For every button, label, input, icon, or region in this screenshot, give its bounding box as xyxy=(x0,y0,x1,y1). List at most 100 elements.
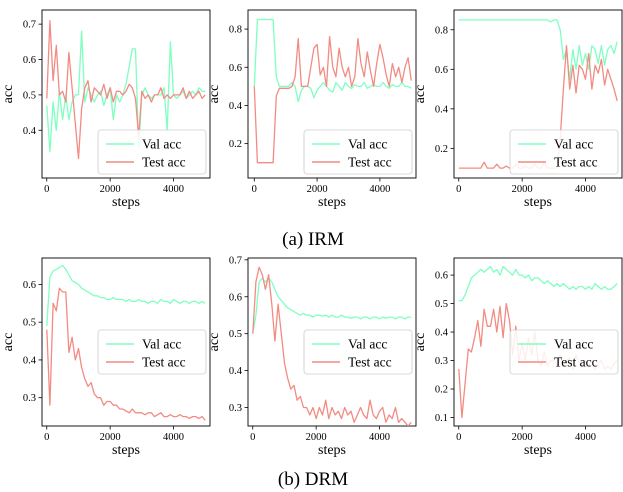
legend: Val acc Test acc xyxy=(97,329,207,375)
legend-entry: Test acc xyxy=(554,155,598,170)
legend-entry: Val acc xyxy=(554,137,593,152)
x-tick-label: 2000 xyxy=(512,432,533,443)
chart-panel-4: 0 2000 4000 0.3 0.4 0.5 0.6 steps acc Val acc Test… xyxy=(1,257,211,458)
y-tick-label: 0.4 xyxy=(229,101,243,112)
series-line-test-acc xyxy=(46,19,206,160)
legend-entry: Val acc xyxy=(348,137,387,152)
x-tick-label: 0 xyxy=(456,432,461,443)
y-tick-label: 0.5 xyxy=(435,299,448,310)
caption-irm: (a) IRM xyxy=(282,229,344,250)
legend-entry: Val acc xyxy=(348,337,387,352)
y-tick-label: 0.6 xyxy=(23,280,36,291)
chart-panel-6: 0 2000 4000 0.1 0.2 0.3 0.4 0.5 0.6 steps acc Val a… xyxy=(413,257,623,458)
y-axis-label: acc xyxy=(207,333,222,352)
legend: Val acc Test acc xyxy=(303,329,413,375)
y-tick-label: 0.3 xyxy=(435,356,448,367)
x-tick-label: 4000 xyxy=(163,184,184,195)
legend-entry: Test acc xyxy=(142,355,186,370)
series-line-val-acc xyxy=(46,264,206,327)
x-tick-label: 0 xyxy=(44,432,49,443)
y-tick-label: 0.4 xyxy=(229,366,243,377)
x-tick-label: 0 xyxy=(250,432,255,443)
y-tick-label: 0.2 xyxy=(229,139,242,150)
series-line-val-acc xyxy=(252,277,412,334)
y-tick-label: 0.4 xyxy=(435,104,449,115)
y-tick-label: 0.3 xyxy=(23,393,36,404)
y-tick-label: 0.8 xyxy=(435,25,448,36)
x-tick-label: 2000 xyxy=(307,184,328,195)
y-tick-label: 0.6 xyxy=(435,271,448,282)
legend-box xyxy=(303,329,413,375)
legend-box xyxy=(303,129,413,175)
y-tick-label: 0.7 xyxy=(23,20,36,31)
legend-entry: Test acc xyxy=(348,355,392,370)
x-tick-label: 2000 xyxy=(306,432,327,443)
y-axis-label: acc xyxy=(207,85,222,104)
y-axis-label: acc xyxy=(413,85,428,104)
series-line-val-acc xyxy=(458,19,618,80)
legend-entry: Test acc xyxy=(348,155,392,170)
legend-entry: Test acc xyxy=(554,355,598,370)
y-tick-label: 0.7 xyxy=(229,255,242,266)
x-tick-label: 2000 xyxy=(512,184,533,195)
legend: Val acc Test acc xyxy=(509,129,619,175)
series-line-val-acc xyxy=(253,18,412,103)
legend: Val acc Test acc xyxy=(509,329,619,375)
x-tick-label: 4000 xyxy=(575,432,596,443)
y-tick-label: 0.6 xyxy=(23,55,36,66)
legend: Val acc Test acc xyxy=(303,129,413,175)
caption-drm: (b) DRM xyxy=(278,469,348,490)
y-axis-label: acc xyxy=(413,333,428,352)
legend-box xyxy=(97,329,207,375)
x-axis-label: steps xyxy=(524,443,552,458)
x-axis-label: steps xyxy=(318,443,346,458)
chart-panel-3: 0 2000 4000 0.2 0.4 0.6 0.8 steps acc Val acc Test… xyxy=(413,9,623,210)
panels: 0 2000 4000 0.4 0.5 0.6 0.7 steps acc Val acc Test… xyxy=(1,9,623,458)
y-tick-label: 0.2 xyxy=(435,144,448,155)
x-tick-label: 2000 xyxy=(100,432,121,443)
y-tick-label: 0.4 xyxy=(435,328,449,339)
series-line-test-acc xyxy=(46,287,206,421)
legend-entry: Val acc xyxy=(554,337,593,352)
y-axis-label: acc xyxy=(1,333,16,352)
y-tick-label: 0.4 xyxy=(23,355,37,366)
y-tick-label: 0.6 xyxy=(229,63,242,74)
x-tick-label: 4000 xyxy=(575,184,596,195)
x-axis-label: steps xyxy=(112,443,140,458)
y-tick-label: 0.5 xyxy=(23,318,36,329)
legend-box xyxy=(509,129,619,175)
y-tick-label: 0.5 xyxy=(229,329,242,340)
legend: Val acc Test acc xyxy=(97,129,207,175)
y-tick-label: 0.4 xyxy=(23,126,37,137)
x-axis-label: steps xyxy=(318,195,346,210)
x-tick-label: 4000 xyxy=(369,184,390,195)
y-tick-label: 0.3 xyxy=(229,403,242,414)
y-axis-label: acc xyxy=(1,85,16,104)
y-tick-label: 0.6 xyxy=(435,65,448,76)
series-line-test-acc xyxy=(252,266,412,426)
y-tick-label: 0.8 xyxy=(229,25,242,36)
x-tick-label: 0 xyxy=(252,184,257,195)
x-axis-label: steps xyxy=(524,195,552,210)
legend-box xyxy=(509,329,619,375)
series-line-val-acc xyxy=(458,265,618,302)
legend-entry: Val acc xyxy=(142,137,181,152)
y-tick-label: 0.5 xyxy=(23,90,36,101)
legend-entry: Val acc xyxy=(142,337,181,352)
x-tick-label: 4000 xyxy=(369,432,390,443)
x-tick-label: 0 xyxy=(456,184,461,195)
series-line-test-acc xyxy=(253,36,412,164)
y-tick-label: 0.6 xyxy=(229,292,242,303)
y-tick-label: 0.2 xyxy=(435,384,448,395)
legend-box xyxy=(97,129,207,175)
chart-panel-1: 0 2000 4000 0.4 0.5 0.6 0.7 steps acc Val acc Test… xyxy=(1,9,211,210)
x-tick-label: 2000 xyxy=(100,184,121,195)
chart-panel-2: 0 2000 4000 0.2 0.4 0.6 0.8 steps acc Val acc Test… xyxy=(207,9,417,210)
x-tick-label: 4000 xyxy=(163,432,184,443)
chart-panel-5: 0 2000 4000 0.3 0.4 0.5 0.6 0.7 steps acc Val acc T… xyxy=(207,255,417,458)
x-tick-label: 0 xyxy=(44,184,49,195)
x-axis-label: steps xyxy=(112,195,140,210)
legend-entry: Test acc xyxy=(142,155,186,170)
y-tick-label: 0.1 xyxy=(435,413,448,424)
